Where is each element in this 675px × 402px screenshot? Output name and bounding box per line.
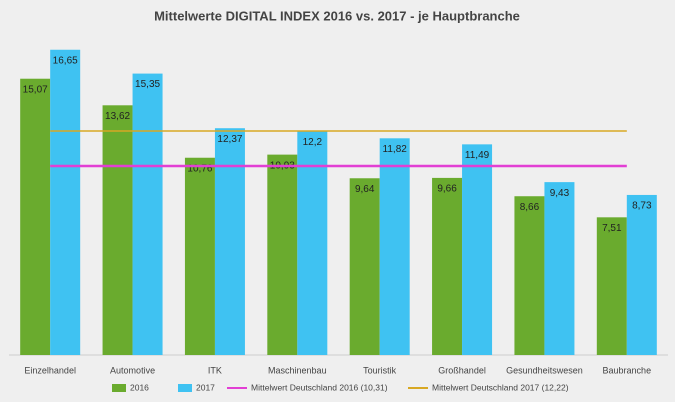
data-label: 9,64 [355, 184, 375, 195]
legend-label: 2016 [130, 382, 149, 392]
data-label: 8,73 [632, 201, 652, 212]
data-label: 11,49 [465, 150, 490, 161]
x-tick-label: Einzelhandel [24, 365, 76, 375]
data-label: 7,51 [602, 223, 622, 234]
data-label: 11,82 [383, 144, 408, 155]
data-label: 13,62 [105, 111, 130, 122]
bar [20, 78, 51, 355]
bar [349, 178, 380, 355]
data-label: 9,43 [550, 188, 570, 199]
x-tick-label: Maschinenbau [268, 365, 327, 375]
data-label: 12,37 [217, 134, 242, 145]
bar [462, 144, 493, 355]
bar [184, 157, 215, 355]
x-tick-label: Großhandel [438, 365, 486, 375]
bar [379, 138, 410, 355]
legend-swatch [178, 384, 192, 392]
bar [214, 128, 245, 355]
bar [514, 196, 545, 355]
x-tick-label: Automotive [110, 365, 155, 375]
bar [50, 49, 81, 355]
bar [297, 131, 328, 355]
bar [596, 217, 627, 355]
data-label: 10,76 [187, 163, 212, 174]
data-label: 15,35 [135, 79, 160, 90]
bar [544, 182, 575, 355]
x-tick-label: ITK [208, 365, 222, 375]
data-label: 12,2 [303, 137, 323, 148]
bar [626, 194, 657, 355]
data-label: 16,65 [53, 55, 78, 66]
legend-label: Mittelwert Deutschland 2016 (10,31) [251, 382, 388, 392]
chart-title: Mittelwerte DIGITAL INDEX 2016 vs. 2017 … [154, 8, 520, 23]
data-label: 8,66 [520, 202, 540, 213]
legend-label: 2017 [196, 382, 215, 392]
x-tick-label: Baubranche [603, 365, 652, 375]
legend-swatch [112, 384, 126, 392]
bar [432, 177, 463, 355]
data-label: 15,07 [23, 84, 48, 95]
bar [267, 154, 298, 355]
data-label: 9,66 [437, 184, 457, 195]
bar [132, 73, 163, 355]
x-tick-label: Touristik [363, 365, 397, 375]
legend-label: Mittelwert Deutschland 2017 (12,22) [432, 382, 569, 392]
bar [102, 105, 133, 355]
x-tick-label: Gesundheitswesen [506, 365, 583, 375]
